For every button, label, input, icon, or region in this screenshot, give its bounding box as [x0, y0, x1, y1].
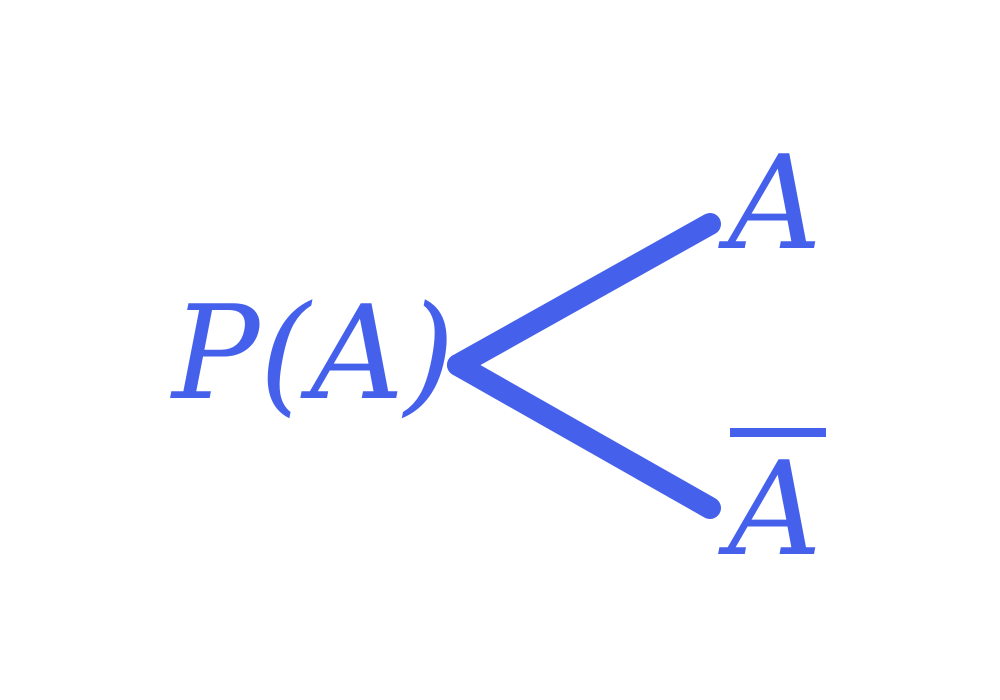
complement-overline [730, 428, 826, 437]
branch-label-event: A [728, 127, 822, 279]
branch-label-complement: A [728, 433, 822, 585]
branch-line-bottom [447, 354, 721, 519]
root-label: P(A) [172, 277, 455, 429]
branch-line-top [447, 213, 721, 376]
